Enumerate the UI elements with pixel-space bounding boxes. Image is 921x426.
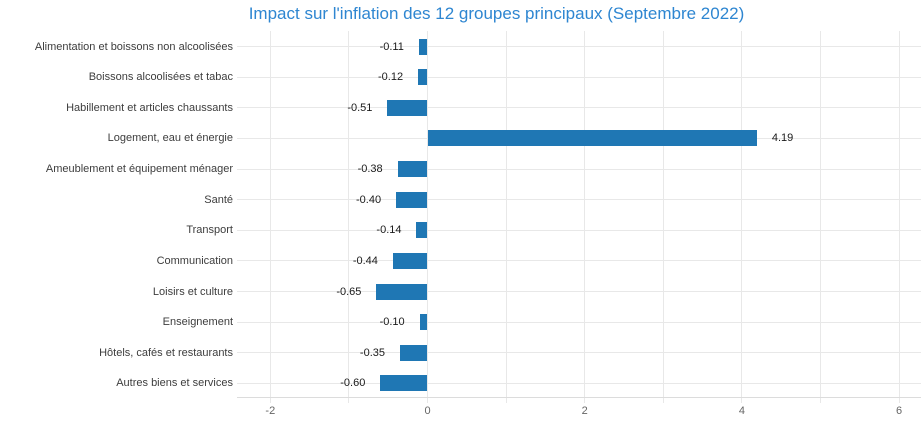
bar — [418, 38, 428, 55]
bar — [387, 99, 428, 116]
grid-line-vertical — [741, 31, 743, 403]
bar-value-label: -0.10 — [379, 316, 405, 329]
category-label: Habillement et articles chaussants — [66, 101, 233, 114]
row-gridline — [237, 46, 921, 47]
x-tick-label: 4 — [738, 405, 745, 417]
category-label: Boissons alcoolisées et tabac — [88, 71, 233, 84]
bar — [396, 191, 428, 208]
row-gridline — [237, 199, 921, 201]
row-gridline — [237, 107, 921, 109]
category-label: Hôtels, cafés et restaurants — [99, 346, 233, 359]
row-gridline — [237, 321, 921, 323]
bar-value-label: -0.35 — [359, 346, 385, 359]
row-gridline — [237, 229, 921, 231]
grid-line-vertical — [269, 31, 271, 403]
bar-value-label: -0.12 — [378, 71, 404, 84]
row-gridline — [237, 76, 921, 78]
grid-line-vertical — [820, 31, 821, 403]
category-label: Loisirs et culture — [152, 285, 233, 298]
category-label: Transport — [186, 224, 233, 237]
category-label: Santé — [204, 193, 233, 206]
bar-value-label: -0.11 — [379, 40, 404, 53]
x-tick-label: -2 — [265, 405, 276, 417]
chart-title: Impact sur l'inflation des 12 groupes pr… — [248, 4, 745, 23]
x-axis-line — [237, 396, 921, 398]
x-tick-label: 6 — [896, 405, 903, 417]
bar-value-label: 4.19 — [771, 132, 794, 145]
bar-value-label: -0.65 — [336, 285, 362, 298]
row-gridline — [237, 382, 921, 384]
bar-value-label: -0.60 — [340, 377, 366, 390]
bar-value-label: -0.51 — [347, 101, 373, 114]
category-label: Alimentation et boissons non alcoolisées — [34, 40, 233, 53]
bar — [418, 69, 428, 86]
grid-line-vertical — [348, 31, 350, 403]
x-tick-label: 2 — [581, 405, 588, 417]
row-gridline — [237, 291, 921, 293]
bar-value-label: -0.38 — [357, 163, 383, 176]
category-label: Autres biens et services — [116, 377, 233, 390]
bar — [419, 314, 428, 331]
bar — [380, 375, 428, 392]
bar — [376, 283, 428, 300]
bar — [399, 344, 428, 361]
category-label: Communication — [156, 254, 233, 267]
grid-line-vertical — [662, 31, 664, 403]
row-gridline — [237, 352, 921, 354]
bar-value-label: -0.44 — [352, 254, 378, 267]
grid-line-vertical — [505, 31, 507, 403]
category-label: Logement, eau et énergie — [107, 132, 233, 145]
bar — [392, 252, 428, 269]
row-gridline — [237, 168, 921, 170]
bar — [427, 130, 757, 147]
category-label: Ameublement et équipement ménager — [45, 163, 233, 176]
bar-value-label: -0.40 — [355, 193, 382, 206]
category-label: Enseignement — [162, 316, 233, 329]
row-gridline — [237, 260, 921, 262]
grid-line-vertical — [584, 31, 586, 403]
bar — [397, 161, 428, 178]
x-tick-label: 0 — [424, 405, 431, 417]
bar-value-label: -0.14 — [376, 224, 402, 237]
grid-line-vertical — [427, 31, 428, 403]
grid-line-vertical — [898, 31, 900, 403]
bar — [416, 222, 428, 239]
